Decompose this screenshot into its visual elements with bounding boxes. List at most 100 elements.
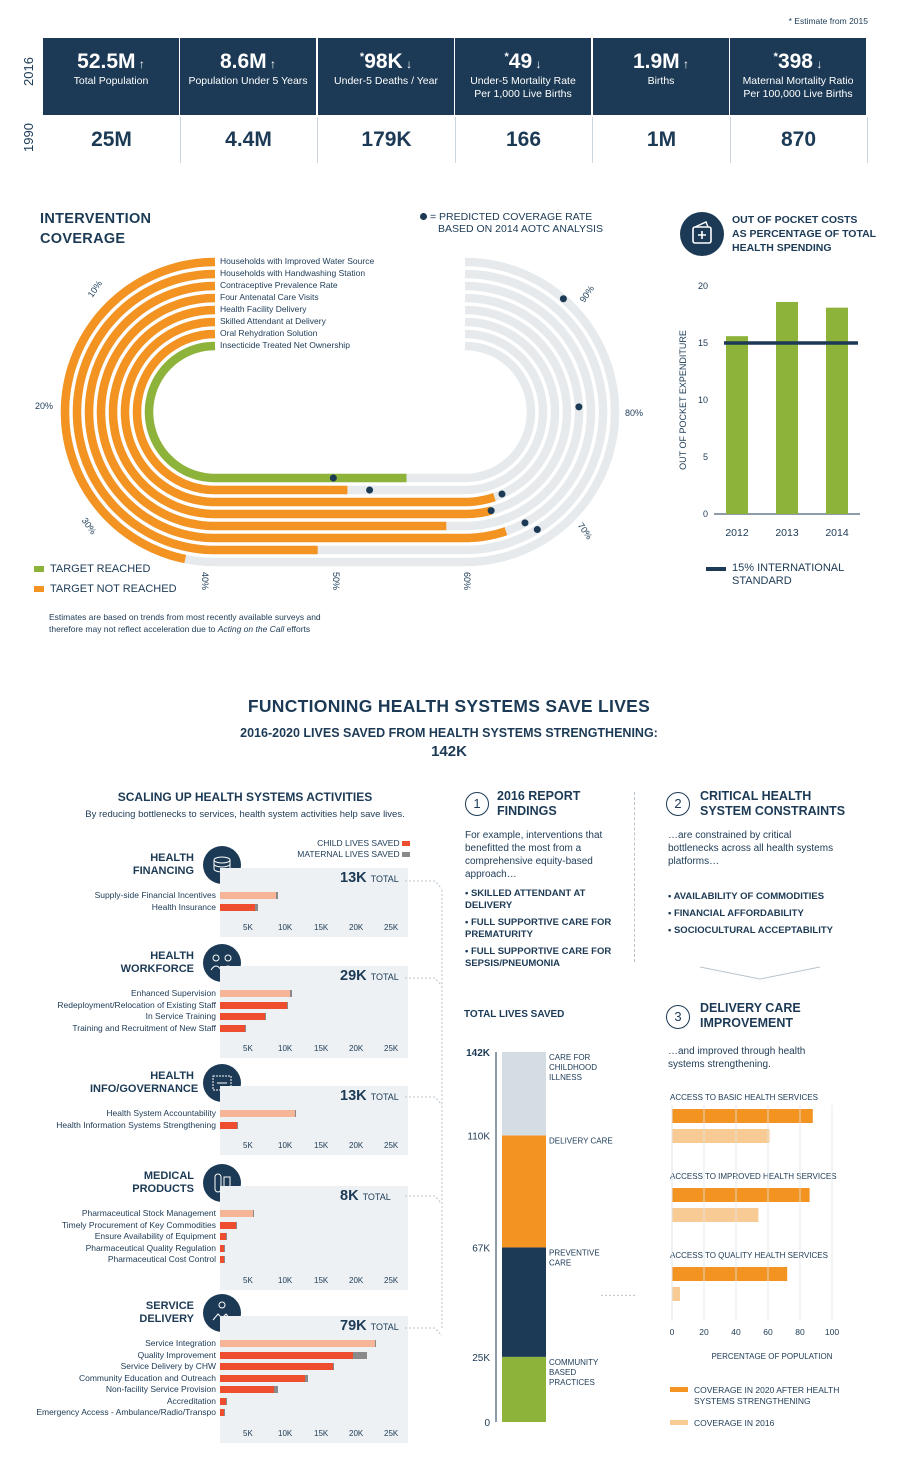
legend-2020: COVERAGE IN 2020 AFTER HEALTH SYSTEMS ST… (670, 1385, 839, 1407)
intervention-coverage-chart (60, 257, 620, 567)
oop-ylabel: OUT OF POCKET EXPENDITURE (678, 330, 688, 470)
findings-body: For example, interventions that benefitte… (465, 829, 602, 881)
activity-label: Enhanced Supervision (130, 988, 216, 998)
oop-bar (826, 307, 848, 514)
total-label: TOTAL (362, 1192, 391, 1202)
legend-target-reached: TARGET REACHED (34, 563, 150, 575)
estimate-star: * (504, 51, 509, 63)
total-label: TOTAL (370, 1322, 399, 1332)
constraints-bullets: • AVAILABILITY OF COMMODITIES • FINANCIAL… (668, 888, 833, 939)
legend-2016: COVERAGE IN 2016 (670, 1418, 774, 1428)
findings-bullets: • SKILLED ATTENDANT AT DELIVERY • FULL SUP… (465, 888, 611, 975)
segment-label: DELIVERY CARE (549, 1136, 613, 1145)
child-lives-bar (220, 1024, 245, 1032)
predicted-coverage-dot (533, 526, 541, 534)
delivery-line: …and improved through health (668, 1046, 806, 1057)
maternal-lives-bar (223, 1244, 225, 1252)
estimate-star: * (773, 51, 778, 63)
coverage-tick: 20% (35, 401, 54, 411)
maternal-lives-bar (286, 1001, 289, 1009)
category-panel (220, 1086, 408, 1155)
activity-xtick: 10K (278, 923, 293, 932)
stat-box-0: 52.5M ↑ Total Population (43, 38, 179, 115)
findings-line: For example, interventions that (465, 830, 603, 841)
child-lives-bar (220, 1121, 237, 1129)
segment-label: COMMUNITY (549, 1358, 599, 1367)
stat-box-3: *49 ↓ Under-5 Mortality Rate Per 1,000 Liv… (455, 38, 591, 115)
child-swatch (402, 841, 410, 846)
category-name: INFO/GOVERNANCE (90, 1083, 199, 1095)
activity-label: Pharmaceutical Cost Control (107, 1254, 216, 1264)
maternal-lives-bar (265, 1013, 267, 1020)
stat-number: 8.6M (219, 50, 267, 73)
delivery-xtick: 20 (699, 1327, 709, 1337)
connector-line (405, 1096, 443, 1106)
constraints-bullet: • FINANCIAL AFFORDABILITY (668, 908, 804, 919)
maternal-lives-bar (223, 1256, 225, 1263)
segment-label: ILLNESS (549, 1073, 582, 1082)
total-value: 29K (340, 968, 371, 984)
total-label: TOTAL (370, 972, 399, 982)
findings-bullet-line: • FULL SUPPORTIVE CARE FOR (465, 946, 612, 957)
trend-arrow-icon: ↓ (402, 57, 413, 71)
activity-label: Redeployment/Relocation of Existing Staf… (57, 999, 216, 1010)
category-title: HEALTH WORKFORCE (90, 950, 194, 976)
lane-label: Insecticide Treated Net Ownership (220, 340, 350, 350)
coverage-2016-bar (672, 1208, 759, 1222)
coverage-bar (120, 317, 496, 507)
trend-arrow-icon: ↓ (532, 57, 542, 71)
activity-xtick: 20K (349, 1141, 364, 1150)
category-total: 13K TOTAL (340, 870, 399, 886)
stat-label: Under-5 Mortality Rate (470, 75, 576, 87)
activity-xtick: 10K (278, 1044, 293, 1053)
activity-label: Timely Procurement of Key Commodities (61, 1219, 216, 1230)
stat-label-sub: Per 100,000 Live Births (743, 88, 853, 100)
oop-ytick: 5 (703, 452, 708, 462)
stat-box-4: 1.9M ↑ Births (593, 38, 729, 115)
intervention-title: INTERVENTION COVERAGE (40, 211, 152, 247)
activity-label: Supply-side Financial Incentives (94, 890, 216, 900)
findings-bullet: • SKILLED ATTENDANT AT DELIVERY (465, 888, 611, 912)
lives-saved-segment (502, 1135, 546, 1248)
coverage-2016-bar (672, 1287, 680, 1301)
oop-ytick: 0 (703, 509, 708, 519)
child-lives-bar (220, 990, 291, 997)
activity-xtick: 5K (243, 1044, 253, 1053)
child-lives-bar (220, 1256, 224, 1263)
lane-label: Four Antenatal Care Visits (220, 292, 319, 302)
activity-label: Accreditation (166, 1395, 216, 1406)
legend-child: CHILD LIVES SAVED (300, 838, 410, 848)
oop-bar (776, 301, 798, 514)
category-title: HEALTH INFO/GOVERNANCE (90, 1070, 199, 1096)
total-value: 79K (340, 1318, 371, 1334)
delivery-xtick: 100 (825, 1327, 839, 1337)
lives-saved-segment (502, 1356, 546, 1422)
delivery-line: systems strengthening. (668, 1059, 771, 1070)
activity-xtick: 20K (349, 1275, 364, 1285)
stat-box-5: *398 ↓ Maternal Mortality Ratio Per 100,00… (730, 38, 866, 115)
stat-number: 98K (364, 50, 403, 73)
activity-label: Training and Recruitment of New Staff (72, 1022, 216, 1033)
activity-xtick: 5K (243, 1275, 253, 1285)
oop-ytick: 15 (698, 338, 708, 348)
coverage-2020-bar (672, 1109, 813, 1123)
total-value: 13K (340, 870, 371, 886)
category-panel (220, 868, 408, 937)
maternal-lives-bar (236, 1121, 238, 1129)
category-panel (220, 966, 408, 1058)
child-lives-bar (220, 1210, 254, 1217)
reference-line-swatch (706, 567, 726, 571)
activity-label: Health Information Systems Strengthening (56, 1119, 216, 1130)
child-lives-bar (220, 1409, 224, 1416)
trend-arrow-icon: ↑ (135, 57, 145, 71)
lives-saved-segment (502, 1052, 546, 1136)
systems-subtitle: 2016-2020 LIVES SAVED FROM HEALTH SYSTEM… (240, 726, 658, 740)
maternal-lives-bar (274, 1386, 278, 1393)
findings-bullet-line: PREMATURITY (465, 929, 533, 940)
stat-value: 1.9M ↑ (593, 50, 729, 74)
stat-1990-value: 25M (43, 117, 181, 163)
stat-label: Maternal Mortality Ratio (742, 75, 854, 87)
coverage-bar (84, 281, 508, 543)
category-name: SERVICE (145, 1300, 194, 1312)
